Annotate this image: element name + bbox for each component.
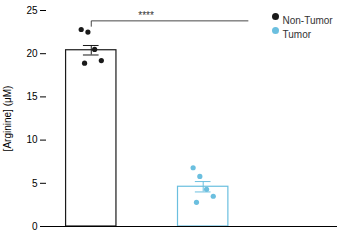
svg-text:****: **** <box>138 10 154 21</box>
svg-text:25: 25 <box>26 5 38 16</box>
svg-text:[Arginine] (μM): [Arginine] (μM) <box>2 86 13 152</box>
svg-text:Tumor: Tumor <box>283 29 312 40</box>
svg-text:5: 5 <box>32 178 38 189</box>
svg-text:10: 10 <box>26 134 38 145</box>
svg-text:20: 20 <box>26 48 38 59</box>
svg-text:15: 15 <box>26 91 38 102</box>
svg-text:0: 0 <box>32 221 38 232</box>
svg-text:Non-Tumor: Non-Tumor <box>283 15 334 26</box>
